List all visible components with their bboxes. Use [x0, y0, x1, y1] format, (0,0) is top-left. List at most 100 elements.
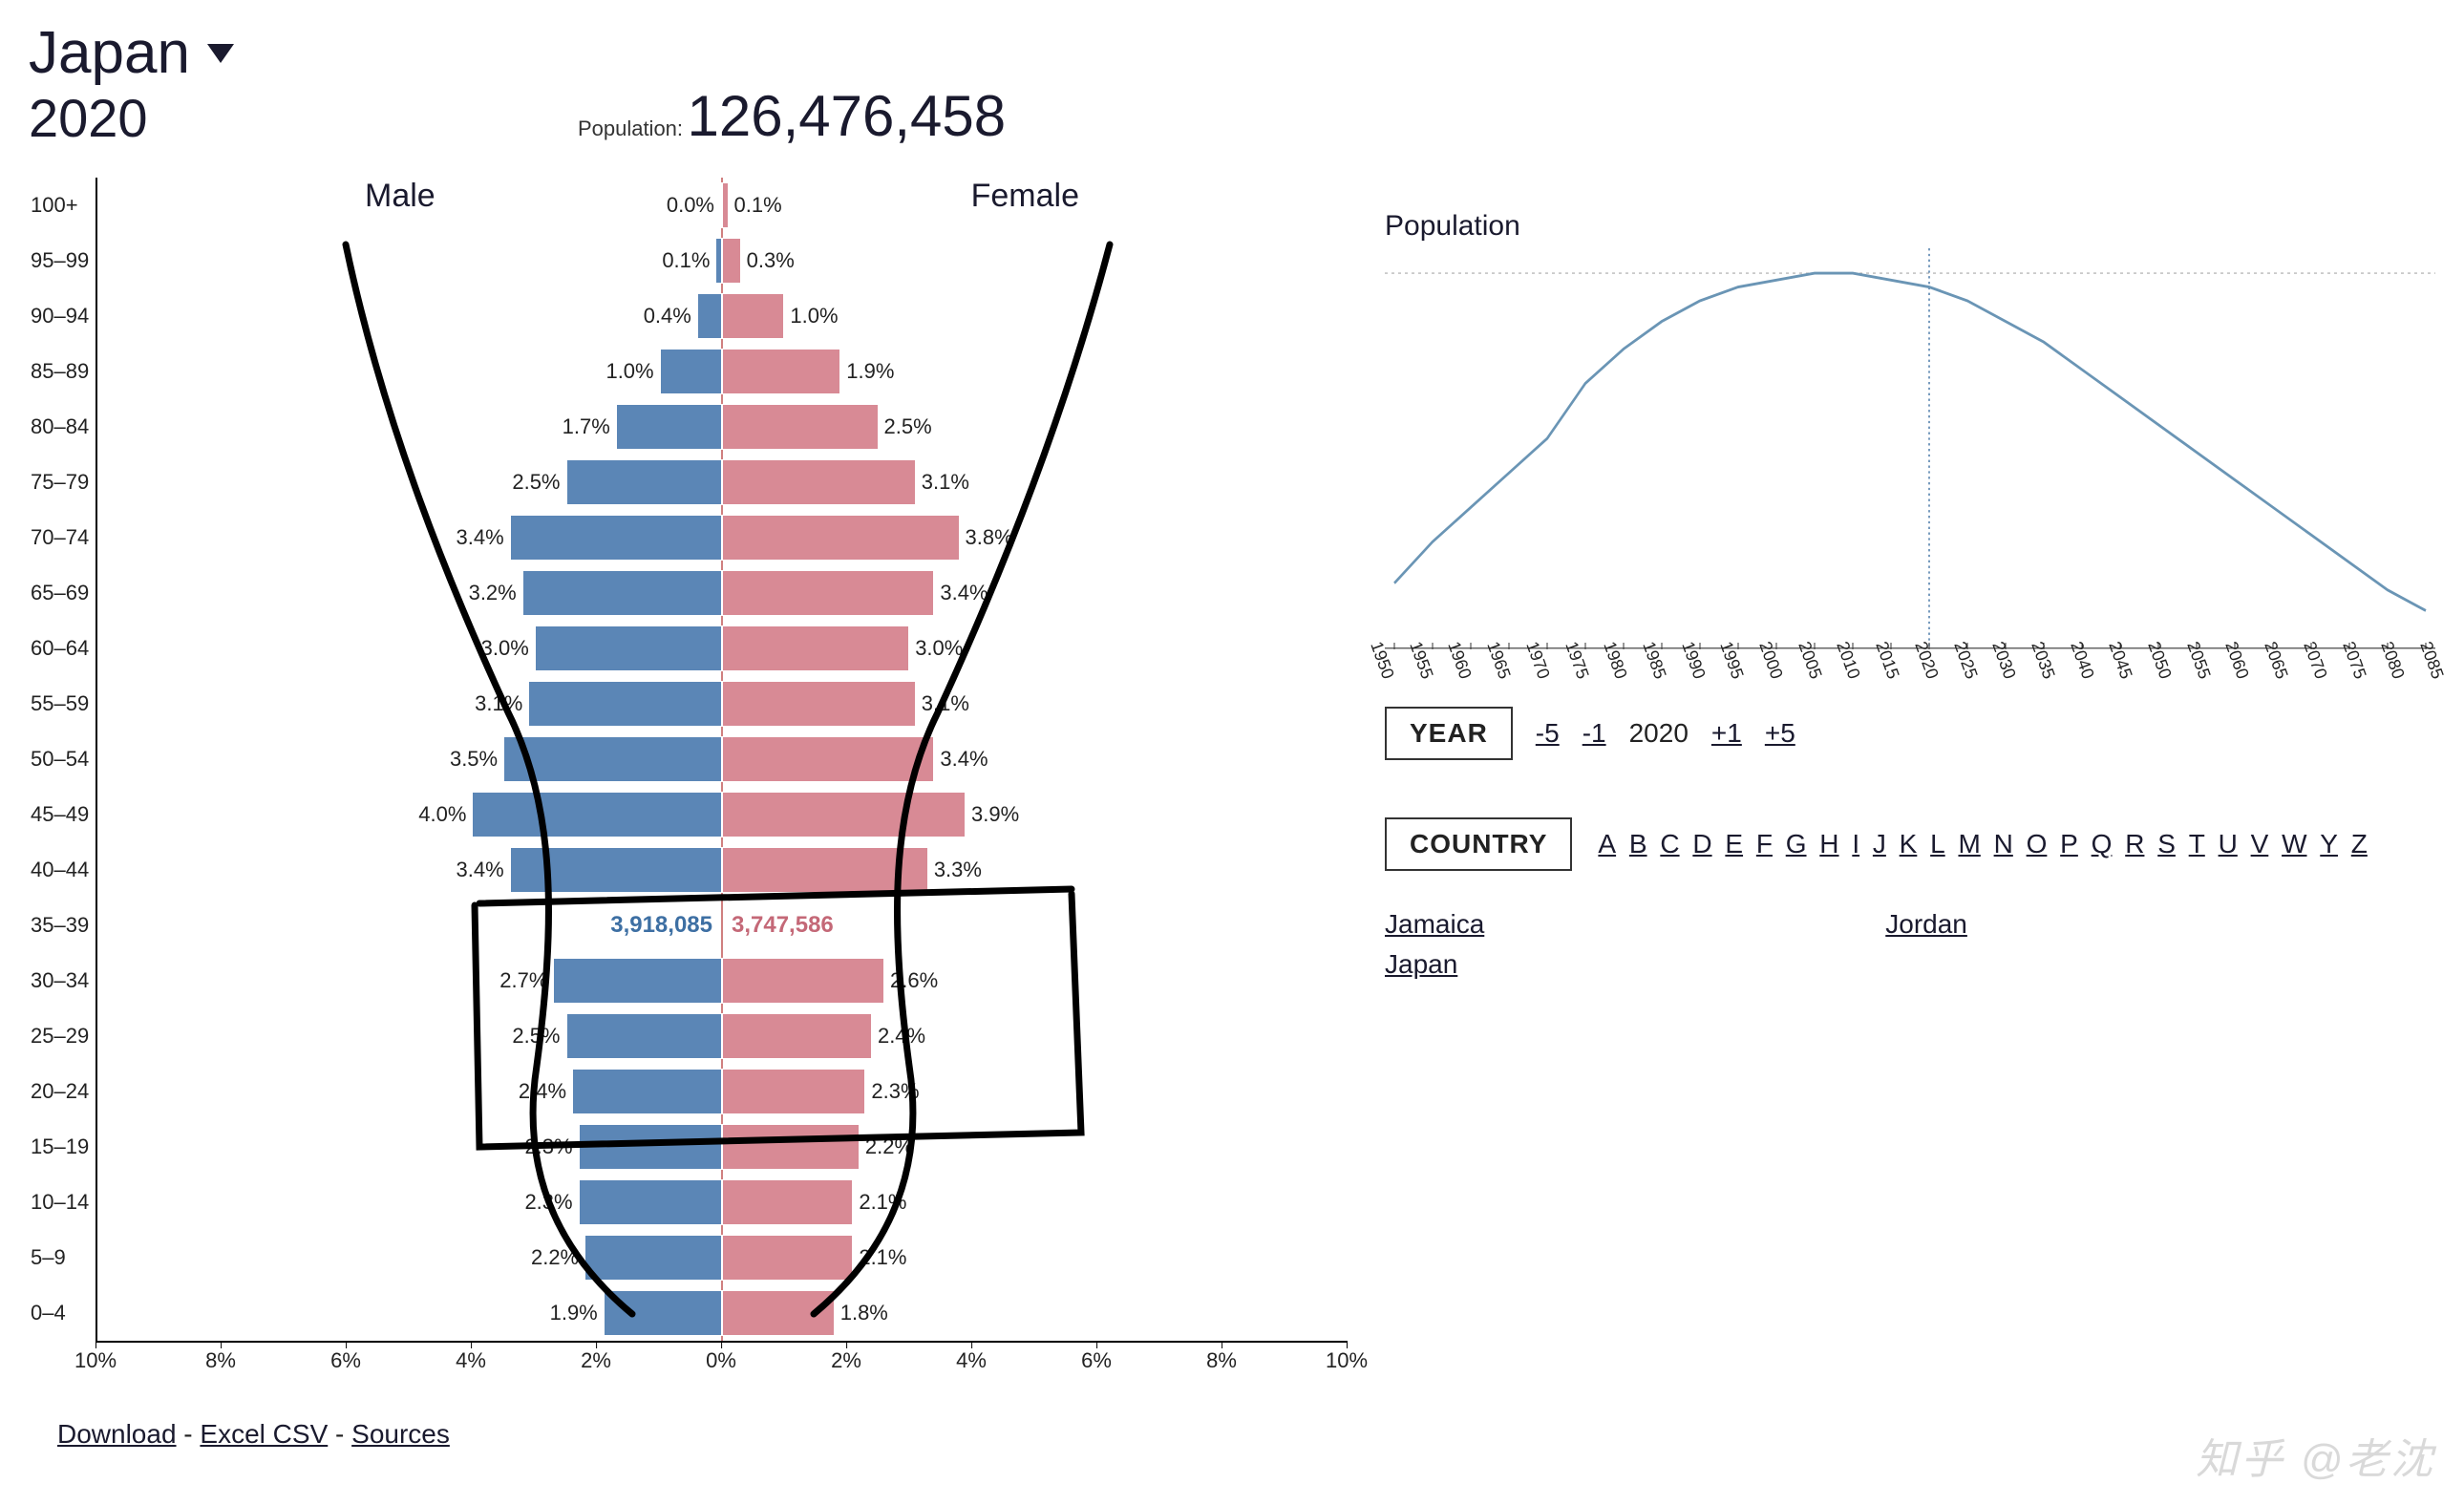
trend-title: Population	[1385, 210, 2435, 243]
age-label: 70–74	[31, 510, 89, 565]
x-tick: 10%	[1326, 1348, 1368, 1373]
alpha-link-G[interactable]: G	[1786, 829, 1807, 858]
highlight-male-abs: 3,918,085	[610, 912, 712, 939]
pyramid-row[interactable]: 0.4% 1.0%	[97, 288, 1347, 344]
male-pct: 4.0%	[413, 802, 472, 827]
age-label: 40–44	[31, 842, 89, 898]
x-tick: 6%	[1081, 1348, 1112, 1373]
female-pct: 3.4%	[934, 581, 993, 605]
age-label: 10–14	[31, 1175, 89, 1230]
alpha-link-N[interactable]: N	[1994, 829, 2013, 858]
pyramid-row[interactable]: 2.7% 2.6%	[97, 953, 1347, 1008]
excel-csv-link[interactable]: Excel CSV	[200, 1419, 328, 1449]
country-link[interactable]: Japan	[1385, 949, 1484, 980]
male-bar	[472, 792, 722, 837]
female-bar	[722, 847, 928, 893]
year-plus5[interactable]: +5	[1765, 718, 1795, 749]
pyramid-row[interactable]: 3,918,0853,747,586	[97, 898, 1347, 953]
alpha-link-E[interactable]: E	[1725, 829, 1743, 858]
country-control-label: COUNTRY	[1385, 817, 1572, 871]
age-label: 35–39	[31, 898, 89, 953]
alpha-link-U[interactable]: U	[2219, 829, 2238, 858]
alpha-link-D[interactable]: D	[1692, 829, 1711, 858]
pyramid-row[interactable]: 2.2% 2.1%	[97, 1230, 1347, 1285]
pyramid-row[interactable]: 1.0% 1.9%	[97, 344, 1347, 399]
male-bar	[535, 625, 722, 671]
year-minus5[interactable]: -5	[1536, 718, 1560, 749]
download-link[interactable]: Download	[57, 1419, 177, 1449]
sources-link[interactable]: Sources	[351, 1419, 450, 1449]
male-pct: 3.4%	[450, 525, 509, 550]
male-pct: 2.7%	[494, 968, 553, 993]
pyramid-row[interactable]: 4.0% 3.9%	[97, 787, 1347, 842]
alpha-link-T[interactable]: T	[2189, 829, 2205, 858]
age-label: 75–79	[31, 455, 89, 510]
male-pct: 3.4%	[450, 858, 509, 882]
male-bar	[503, 736, 722, 782]
alpha-link-H[interactable]: H	[1819, 829, 1838, 858]
pyramid-row[interactable]: 3.0% 3.0%	[97, 621, 1347, 676]
alpha-link-B[interactable]: B	[1629, 829, 1647, 858]
pyramid-row[interactable]: 0.0% 0.1%	[97, 178, 1347, 233]
male-pct: 2.5%	[506, 470, 565, 495]
female-pct: 1.9%	[840, 359, 900, 384]
male-pct: 3.1%	[469, 691, 528, 716]
alpha-link-F[interactable]: F	[1756, 829, 1773, 858]
alpha-link-I[interactable]: I	[1852, 829, 1859, 858]
year-current: 2020	[1629, 718, 1689, 749]
female-bar	[722, 293, 784, 339]
alpha-link-M[interactable]: M	[1958, 829, 1980, 858]
alpha-link-A[interactable]: A	[1598, 829, 1616, 858]
country-link[interactable]: Jordan	[1885, 909, 1967, 940]
pyramid-row[interactable]: 2.3% 2.2%	[97, 1119, 1347, 1175]
population-value: 126,476,458	[687, 84, 1006, 148]
male-bar	[572, 1069, 722, 1114]
female-bar	[722, 625, 909, 671]
alpha-link-R[interactable]: R	[2125, 829, 2144, 858]
alpha-link-P[interactable]: P	[2060, 829, 2078, 858]
alpha-link-K[interactable]: K	[1900, 829, 1918, 858]
pyramid-row[interactable]: 3.4% 3.8%	[97, 510, 1347, 565]
female-pct: 3.1%	[916, 470, 975, 495]
pyramid-row[interactable]: 2.5% 2.4%	[97, 1008, 1347, 1064]
male-bar	[660, 349, 722, 394]
male-pct: 0.0%	[661, 193, 720, 218]
age-label: 25–29	[31, 1008, 89, 1064]
pyramid-row[interactable]: 2.5% 3.1%	[97, 455, 1347, 510]
pyramid-row[interactable]: 2.3% 2.1%	[97, 1175, 1347, 1230]
country-name: Japan	[29, 19, 190, 87]
alpha-link-C[interactable]: C	[1660, 829, 1679, 858]
female-bar	[722, 1124, 860, 1170]
male-pct: 3.0%	[476, 636, 535, 661]
country-selector[interactable]: Japan	[29, 19, 234, 87]
pyramid-row[interactable]: 3.1% 3.1%	[97, 676, 1347, 731]
x-tick: 8%	[205, 1348, 236, 1373]
pyramid-row[interactable]: 1.9% 1.8%	[97, 1285, 1347, 1341]
year-plus1[interactable]: +1	[1711, 718, 1742, 749]
pyramid-row[interactable]: 3.2% 3.4%	[97, 565, 1347, 621]
female-bar	[722, 404, 879, 450]
alpha-link-V[interactable]: V	[2251, 829, 2269, 858]
pyramid-row[interactable]: 3.4% 3.3%	[97, 842, 1347, 898]
alpha-link-L[interactable]: L	[1930, 829, 1945, 858]
alpha-link-J[interactable]: J	[1873, 829, 1886, 858]
alpha-link-Y[interactable]: Y	[2320, 829, 2338, 858]
male-pct: 1.0%	[600, 359, 659, 384]
female-bar	[722, 238, 741, 284]
year-minus1[interactable]: -1	[1582, 718, 1606, 749]
alpha-link-Q[interactable]: Q	[2092, 829, 2113, 858]
alpha-link-S[interactable]: S	[2157, 829, 2176, 858]
female-bar	[722, 570, 934, 616]
pyramid-row[interactable]: 3.5% 3.4%	[97, 731, 1347, 787]
female-pct: 3.3%	[928, 858, 988, 882]
pyramid-row[interactable]: 2.4% 2.3%	[97, 1064, 1347, 1119]
year-control-label: YEAR	[1385, 707, 1513, 760]
pyramid-row[interactable]: 1.7% 2.5%	[97, 399, 1347, 455]
male-bar	[566, 1013, 723, 1059]
alpha-link-Z[interactable]: Z	[2351, 829, 2368, 858]
pyramid-row[interactable]: 0.1% 0.3%	[97, 233, 1347, 288]
alpha-link-O[interactable]: O	[2027, 829, 2048, 858]
female-pct: 0.3%	[741, 248, 800, 273]
country-link[interactable]: Jamaica	[1385, 909, 1484, 940]
alpha-link-W[interactable]: W	[2282, 829, 2306, 858]
